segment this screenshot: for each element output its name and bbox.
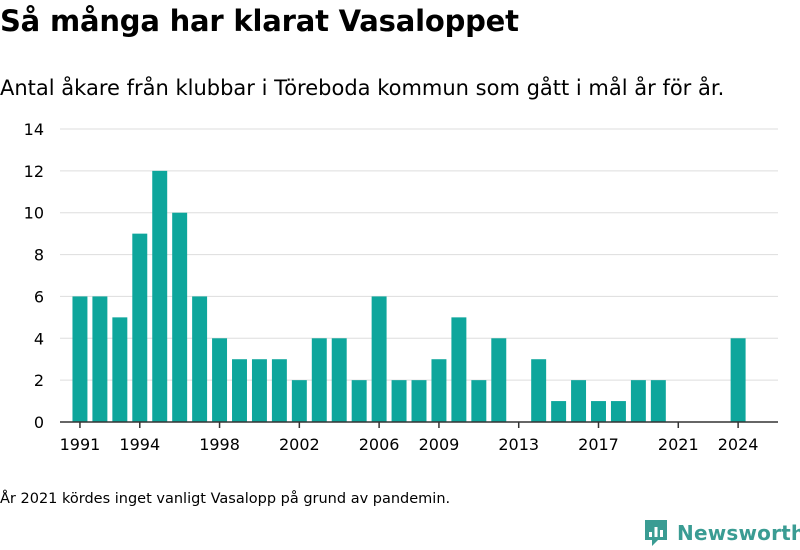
y-tick-label: 12 <box>24 162 44 181</box>
bar <box>571 380 587 422</box>
bar <box>730 338 746 422</box>
y-tick-label: 0 <box>34 413 44 432</box>
bar <box>232 359 247 422</box>
bar-chart: 0 2 4 6 8 10 12 14 1991 1994 1998 2002 2006 2009 2013… <box>24 120 778 454</box>
bar <box>591 401 606 422</box>
y-tick-label: 14 <box>24 120 44 139</box>
y-tick-label: 4 <box>34 329 44 348</box>
bar <box>172 212 188 422</box>
bar <box>650 380 666 422</box>
bar <box>212 338 228 422</box>
chart-title: Så många har klarat Vasaloppet <box>0 4 519 38</box>
x-tick-label: 2006 <box>359 435 400 454</box>
grid-lines <box>60 128 778 381</box>
bar <box>251 359 267 422</box>
bar <box>132 233 148 422</box>
bar <box>610 401 626 422</box>
bar <box>72 296 88 422</box>
bar <box>271 359 287 422</box>
bar <box>92 296 108 422</box>
y-tick-label: 10 <box>24 204 44 223</box>
bar <box>431 359 447 422</box>
bar <box>471 380 487 422</box>
newsworthy-logo-icon <box>645 520 667 546</box>
x-tick-label: 1994 <box>119 435 160 454</box>
x-tick-label: 2021 <box>658 435 699 454</box>
bar <box>152 170 168 422</box>
bar <box>192 296 208 422</box>
bar <box>311 338 327 422</box>
x-tick-label: 2024 <box>718 435 759 454</box>
brand: Newsworthy <box>643 518 800 548</box>
bar <box>630 380 646 422</box>
y-axis-ticks: 0 2 4 6 8 10 12 14 <box>24 120 44 432</box>
bar <box>351 380 367 422</box>
x-tick-label: 1991 <box>60 435 101 454</box>
bar <box>331 338 347 422</box>
x-axis: 1991 1994 1998 2002 2006 2009 2013 2017 2021 2024 <box>60 421 778 454</box>
bar <box>291 380 307 422</box>
chart-subtitle: Antal åkare från klubbar i Töreboda komm… <box>0 76 725 100</box>
bar <box>491 338 507 422</box>
x-tick-label: 2013 <box>498 435 539 454</box>
x-tick-label: 2017 <box>578 435 619 454</box>
y-tick-label: 2 <box>34 371 44 390</box>
x-tick-label: 2009 <box>419 435 460 454</box>
x-tick-label: 2002 <box>279 435 320 454</box>
bar <box>551 401 567 422</box>
y-tick-label: 8 <box>34 246 44 265</box>
bar <box>391 380 407 422</box>
footnote: År 2021 kördes inget vanligt Vasalopp på… <box>0 491 451 507</box>
x-tick-label: 1998 <box>199 435 240 454</box>
bar <box>531 359 547 422</box>
bar <box>451 317 467 422</box>
bar <box>112 317 128 422</box>
bar <box>411 380 427 422</box>
brand-name: Newsworthy <box>677 521 800 545</box>
y-tick-label: 6 <box>34 287 44 306</box>
bars <box>72 170 746 422</box>
bar <box>371 296 387 422</box>
